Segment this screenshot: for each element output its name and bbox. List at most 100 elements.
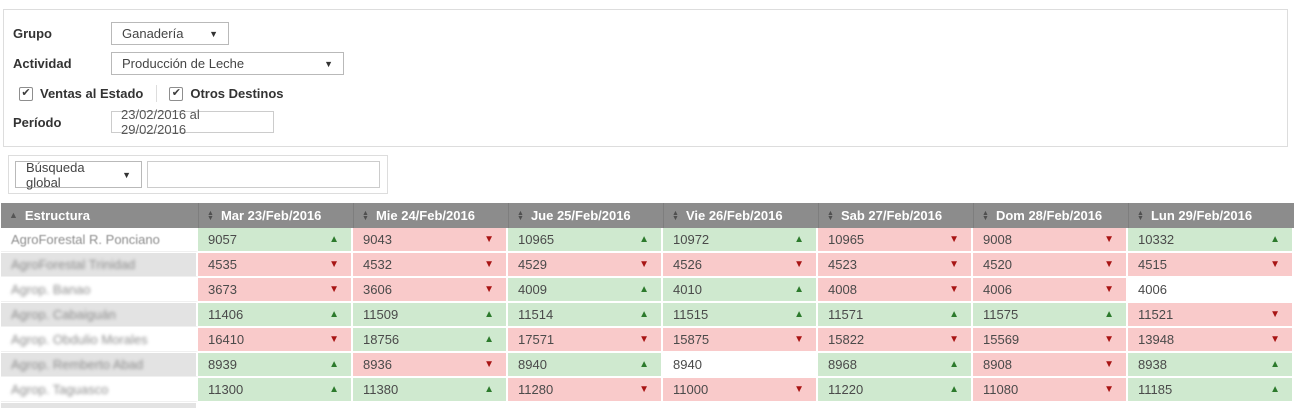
sort-both-icon: ▲ ▼ xyxy=(1137,209,1144,222)
value-cell: 10972 ▲ xyxy=(663,228,818,252)
table-header-row: ▲ Estructura ▲ ▼ Mar 23/Feb/2016 ▲ ▼ Mie 24/Feb… xyxy=(1,203,1294,228)
cell-value: 18756 xyxy=(363,332,400,347)
trend-down-icon: ▼ xyxy=(949,258,959,270)
cell-value: 11280 xyxy=(518,382,554,397)
trend-down-icon: ▼ xyxy=(1104,383,1114,395)
value-cell xyxy=(1128,403,1294,408)
cell-value: 8968 xyxy=(828,357,857,372)
cell-value: 15822 xyxy=(828,332,865,347)
periodo-input[interactable]: 23/02/2016 al 29/02/2016 xyxy=(111,107,274,137)
trend-down-icon: ▼ xyxy=(949,283,959,295)
trend-down-icon: ▼ xyxy=(639,333,649,345)
value-cell: 11514 ▲ xyxy=(508,303,663,327)
cell-value: 11509 xyxy=(363,307,399,322)
cell-value: 10965 xyxy=(828,232,865,247)
value-cell: 4526 ▼ xyxy=(663,253,818,277)
value-cell: 11220 ▲ xyxy=(818,378,973,402)
cell-value: 4532 xyxy=(363,257,392,272)
value-cell: 4535 ▼ xyxy=(198,253,353,277)
cell-value: 8940 xyxy=(518,357,547,372)
table-row: Agrop. Remberto Abad 8939 ▲ 8936 ▼ 8940 ▲ 8940 8… xyxy=(1,353,1294,378)
sort-ascending-icon: ▲ xyxy=(9,210,18,220)
column-header-label: Dom 28/Feb/2016 xyxy=(995,208,1103,223)
column-header-6[interactable]: ▲ ▼ Dom 28/Feb/2016 xyxy=(973,203,1128,228)
cell-value: 8936 xyxy=(363,357,392,372)
search-scope-select[interactable]: Búsqueda global ▼ xyxy=(15,159,142,190)
column-header-3[interactable]: ▲ ▼ Jue 25/Feb/2016 xyxy=(508,203,663,228)
table-row: Agrop. Banao 3673 ▼ 3606 ▼ 4009 ▲ 4010 ▲ 4008 ▼ 400… xyxy=(1,278,1294,303)
otros-destinos-label: Otros Destinos xyxy=(190,86,284,101)
value-cell: 11300 ▲ xyxy=(198,378,353,402)
value-cell xyxy=(818,403,973,408)
column-header-label: Jue 25/Feb/2016 xyxy=(530,208,631,223)
cell-value: 8908 xyxy=(983,357,1012,372)
value-cell: 15569 ▼ xyxy=(973,328,1128,352)
grupo-select[interactable]: Ganadería ▼ xyxy=(111,22,229,45)
cell-value: 3606 xyxy=(363,282,392,297)
cell-value: 16410 xyxy=(208,332,245,347)
search-input[interactable] xyxy=(147,161,380,188)
cell-value: 11575 xyxy=(983,307,1019,322)
column-header-estructura[interactable]: ▲ Estructura xyxy=(1,203,198,228)
value-cell: 11185 ▲ xyxy=(1128,378,1294,402)
grupo-selected-value: Ganadería xyxy=(122,26,184,41)
trend-down-icon: ▼ xyxy=(794,333,804,345)
column-header-7[interactable]: ▲ ▼ Lun 29/Feb/2016 xyxy=(1128,203,1294,228)
column-header-label: Mar 23/Feb/2016 xyxy=(220,208,322,223)
ventas-al-estado-checkbox[interactable]: ✔ xyxy=(19,86,33,101)
chevron-down-icon: ▼ xyxy=(324,58,333,69)
trend-down-icon: ▼ xyxy=(639,258,649,270)
trend-up-icon: ▲ xyxy=(1270,358,1280,370)
column-header-5[interactable]: ▲ ▼ Sab 27/Feb/2016 xyxy=(818,203,973,228)
trend-up-icon: ▲ xyxy=(1270,233,1280,245)
cell-value: 11000 xyxy=(673,382,709,397)
cell-value: 9057 xyxy=(208,232,237,247)
cell-value: 15875 xyxy=(673,332,710,347)
sort-both-icon: ▲ ▼ xyxy=(517,209,524,222)
column-header-4[interactable]: ▲ ▼ Vie 26/Feb/2016 xyxy=(663,203,818,228)
cell-value: 8940 xyxy=(673,357,702,372)
column-header-label: Mie 24/Feb/2016 xyxy=(375,208,475,223)
trend-up-icon: ▲ xyxy=(329,308,339,320)
value-cell: 9043 ▼ xyxy=(353,228,508,252)
cell-value: 10972 xyxy=(673,232,710,247)
value-cell: 4523 ▼ xyxy=(818,253,973,277)
column-header-1[interactable]: ▲ ▼ Mar 23/Feb/2016 xyxy=(198,203,353,228)
trend-down-icon: ▼ xyxy=(794,258,804,270)
value-cell: 8939 ▲ xyxy=(198,353,353,377)
trend-down-icon: ▼ xyxy=(1104,358,1114,370)
cell-value: 10332 xyxy=(1138,232,1175,247)
cell-value: 4010 xyxy=(673,282,702,297)
trend-up-icon: ▲ xyxy=(639,358,649,370)
trend-up-icon: ▲ xyxy=(329,383,339,395)
column-header-2[interactable]: ▲ ▼ Mie 24/Feb/2016 xyxy=(353,203,508,228)
search-scope-value: Búsqueda global xyxy=(26,159,85,190)
structure-name: AgroForestal R. Ponciano xyxy=(11,232,160,247)
cell-value: 13948 xyxy=(1138,332,1175,347)
trend-down-icon: ▼ xyxy=(484,358,494,370)
actividad-label: Actividad xyxy=(13,56,72,71)
cell-value: 11220 xyxy=(828,382,864,397)
cell-value: 10965 xyxy=(518,232,555,247)
trend-up-icon: ▲ xyxy=(949,308,959,320)
structure-name: Agrop. Taguasco xyxy=(11,382,109,397)
value-cell: 11521 ▼ xyxy=(1128,303,1294,327)
cell-value: 4523 xyxy=(828,257,857,272)
value-cell: 4010 ▲ xyxy=(663,278,818,302)
value-cell: 4008 ▼ xyxy=(818,278,973,302)
trend-up-icon: ▲ xyxy=(484,333,494,345)
value-cell: 4520 ▼ xyxy=(973,253,1128,277)
trend-up-icon: ▲ xyxy=(794,308,804,320)
value-cell: 8936 ▼ xyxy=(353,353,508,377)
structure-name: Agrop. Cabaiguán xyxy=(11,307,116,322)
value-cell xyxy=(353,403,508,408)
trend-down-icon: ▼ xyxy=(1270,308,1280,320)
structures-table: ▲ Estructura ▲ ▼ Mar 23/Feb/2016 ▲ ▼ Mie 24/Feb… xyxy=(1,203,1294,408)
cell-value: 11185 xyxy=(1138,382,1173,397)
otros-destinos-checkbox[interactable]: ✔ xyxy=(169,86,184,101)
value-cell: 11080 ▼ xyxy=(973,378,1128,402)
trend-down-icon: ▼ xyxy=(1104,333,1114,345)
actividad-select[interactable]: Producción de Leche ▼ xyxy=(111,52,344,75)
value-cell: 11380 ▲ xyxy=(353,378,508,402)
trend-down-icon: ▼ xyxy=(949,233,959,245)
